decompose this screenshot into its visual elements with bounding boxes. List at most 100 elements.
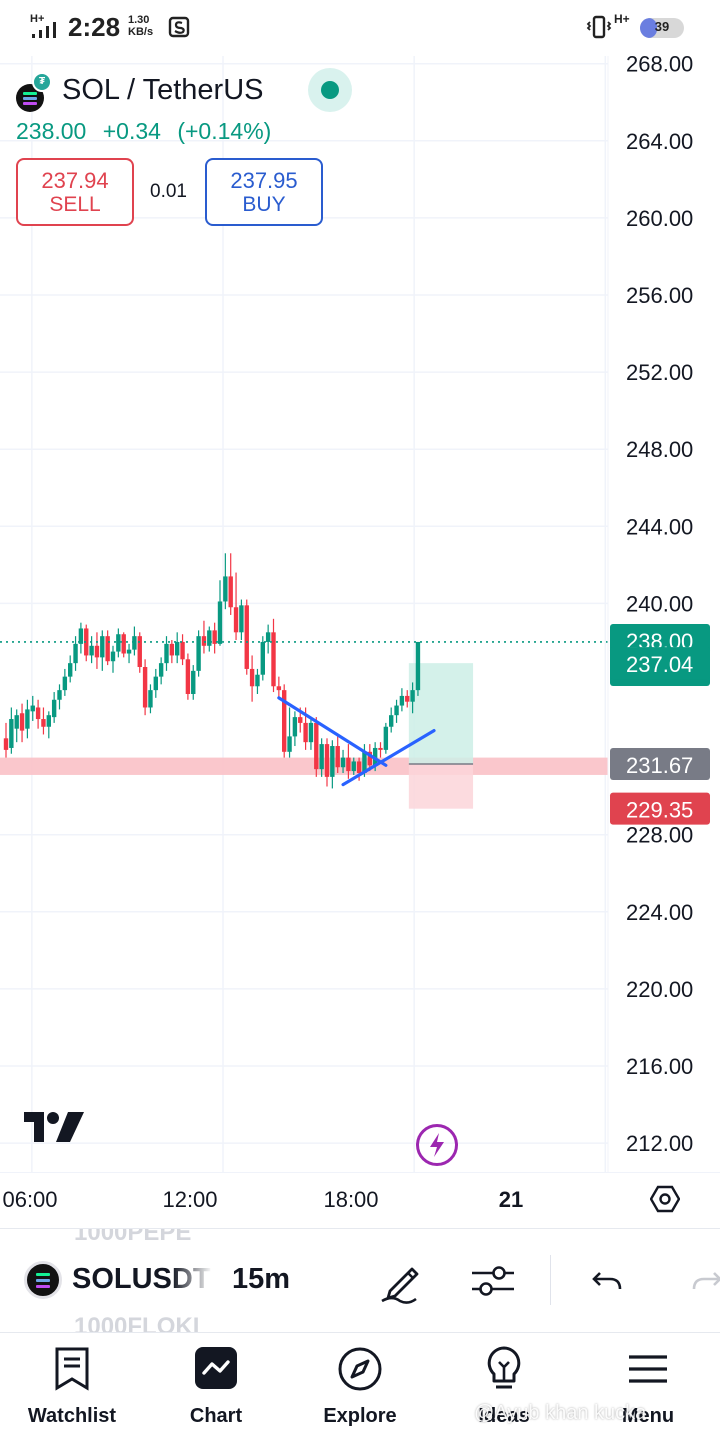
price-tick: 268.00 [626,56,693,77]
candle-body [276,686,282,691]
price-tick: 260.00 [626,206,693,231]
bottom-nav: Watchlist Chart Explore Ideas Menu [0,1332,720,1436]
sell-button[interactable]: 237.94 SELL [16,158,134,226]
price-level-label: 229.35 [626,798,693,823]
net-speed-value: 1.30 [128,14,150,26]
chart-toolbar: 1000PEPE 1000FLOKI SOLUSDT 15m [0,1228,720,1332]
trendline [341,729,436,787]
price-change-pct: (+0.14%) [177,118,272,144]
candle-body [9,719,14,748]
candle-body [132,636,137,650]
candle-body [73,643,78,664]
candle-body [105,636,110,662]
buy-button[interactable]: 237.95 BUY [205,158,323,226]
tradingview-logo[interactable] [24,1110,86,1149]
candle-body [116,634,121,652]
signal-icon: H+ [30,12,64,45]
chart-icon [193,1345,239,1396]
candle-body [292,717,298,737]
candle-body [62,676,68,691]
candle-body [68,663,73,677]
candle-body [41,719,46,727]
candle-body [239,605,244,633]
candle-body [153,676,158,691]
nav-ideas[interactable]: Ideas [432,1333,576,1436]
drawing-tool-icon[interactable] [378,1259,422,1310]
time-axis[interactable]: 06:00 12:00 18:00 21 [0,1172,720,1228]
price-axis-bg [608,56,720,1172]
buy-label: BUY [242,193,286,216]
clock: 2:28 [68,12,121,42]
candle-body [233,607,239,633]
nav-label: Chart [189,1405,243,1427]
candle-body [217,601,223,644]
candle-body [394,705,399,716]
lightbulb-icon [482,1345,526,1400]
candle-body [287,736,292,752]
candle-body [207,630,212,646]
candle-body [30,705,35,712]
chart-settings-icon[interactable] [649,1184,681,1219]
redo-icon[interactable] [688,1259,720,1304]
candle-body [78,628,84,644]
price-tick: 216.00 [626,1054,693,1079]
price-chart[interactable]: 268.00 264.00 260.00 256.00 252.00 248.00 244.… [0,56,720,1172]
time-tick: 21 [498,1187,524,1212]
candle-body [142,667,148,708]
candle-body [175,641,180,656]
undo-icon[interactable] [590,1259,626,1304]
symbol-selector[interactable]: SOLUSDT [72,1263,212,1296]
candle-body [94,645,100,658]
price-level-label-bg [610,647,710,680]
screenshot-icon [168,16,190,43]
support-zone [0,757,608,775]
battery-fill [640,18,658,38]
candle-body [164,643,169,664]
nav-watchlist[interactable]: Watchlist [0,1333,144,1436]
candle-body [303,722,308,743]
candle-body [314,722,319,770]
candle-body [196,636,201,671]
candle-body [372,747,378,766]
price-tick: 252.00 [626,360,693,385]
candle-body [249,668,255,687]
candle-body [191,670,196,694]
nav-menu[interactable]: Menu [576,1333,720,1436]
price-tick: 224.00 [626,900,693,925]
candle-body [255,674,260,687]
nav-chart[interactable]: Chart [144,1333,288,1436]
price-level-label-bg [610,747,710,780]
candle-body [223,576,228,602]
candle-body [3,738,9,750]
interval-selector[interactable]: 15m [232,1263,291,1295]
price-axis[interactable]: 268.00 264.00 260.00 256.00 252.00 248.00 244.… [607,56,720,1172]
price-tick: 248.00 [626,437,693,462]
net-speed-unit: KB/s [128,26,154,38]
price-tick: 256.00 [626,283,693,308]
tether-icon: ₮ [32,72,52,92]
candle-body [180,641,185,660]
vibrate-icon [586,15,612,44]
network-type-2: H+ [614,12,630,26]
candle-body [46,715,51,727]
time-tick: 18:00 [323,1187,379,1212]
candle-body [19,713,25,731]
market-open-indicator[interactable] [308,68,352,112]
price-tick: 212.00 [626,1131,693,1156]
candle-body [84,628,89,656]
price-tick: 220.00 [626,977,693,1002]
nav-label: Watchlist [27,1405,117,1427]
flash-icon[interactable] [416,1124,458,1166]
last-price: 238.00 [16,118,87,144]
price-change: +0.34 [102,118,161,144]
indicators-icon[interactable] [470,1259,516,1308]
nav-explore[interactable]: Explore [288,1333,432,1436]
candle-body [346,757,351,772]
candle-body [319,744,324,770]
candle-body [389,715,394,727]
candle-body [100,636,105,658]
candle-body [35,707,41,720]
candle-body [330,746,335,777]
price-tick: 264.00 [626,129,693,154]
candle-body [340,757,346,768]
